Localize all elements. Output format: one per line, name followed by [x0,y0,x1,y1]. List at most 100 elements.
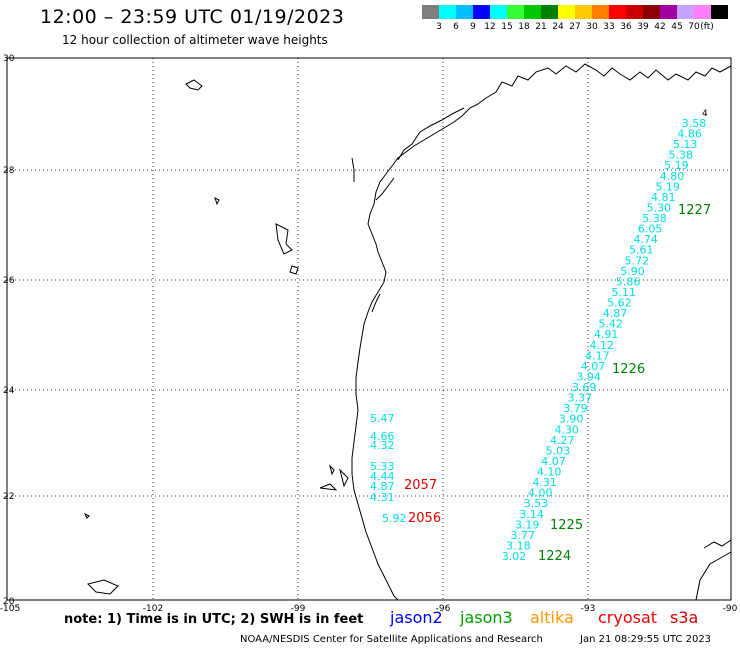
wave-height-reading: 4.74 [633,233,658,246]
lat-tick: 20 [3,597,15,607]
timestamp-text: Jan 21 08:29:55 UTC 2023 [580,634,712,645]
legend-swatch [541,5,558,19]
lat-tick: 26 [3,276,15,286]
wave-height-reading: 4.10 [537,466,562,479]
mission-altika: altika [530,608,574,627]
legend-swatch [558,5,575,19]
wave-height-reading: 5.33 [370,460,395,473]
wave-height-reading: 6.05 [638,223,663,236]
wave-height-reading: 4.27 [550,434,575,447]
wave-height-reading: 5.47 [370,412,395,425]
legend-swatch [422,5,439,19]
wave-height-reading: 5.03 [546,444,571,457]
wave-height-reading: 5.92 [382,512,407,525]
legend-label: 18 [518,22,530,32]
wave-height-reading: 4.31 [532,476,557,489]
legend-label: 24 [552,22,564,32]
wave-height-reading: 3.14 [519,508,544,521]
legend-swatch [490,5,507,19]
legend-swatch [609,5,626,19]
legend-label: 39 [637,22,649,32]
track-label: 1224 [538,549,571,564]
legend-label: 30 [586,22,598,32]
note-text: note: 1) Time is in UTC; 2) SWH is in fe… [64,612,364,627]
track-label: 1227 [678,203,711,218]
track-label: 1225 [550,518,583,533]
wave-height-reading: 4.30 [554,423,579,436]
color-legend [422,5,728,21]
wave-height-reading: 5.19 [655,180,680,193]
legend-swatch [439,5,456,19]
legend-swatch [626,5,643,19]
wave-height-reading: 3.90 [559,413,584,426]
legend-swatch [507,5,524,19]
legend-swatch [456,5,473,19]
grid-lines [7,58,731,600]
jason3-pass-readings: 3.584.865.135.385.194.805.194.815.305.38… [502,117,707,563]
wave-height-reading: 5.61 [629,244,654,257]
coastline [351,63,732,601]
wave-height-reading: 5.13 [673,138,698,151]
wave-height-reading: 3.69 [572,381,597,394]
wave-height-reading: 3.94 [576,371,601,384]
legend-swatch [575,5,592,19]
map-subtitle: 12 hour collection of altimeter wave hei… [62,33,328,47]
wave-height-reading: 3.79 [563,402,588,415]
wave-height-reading: 3.19 [515,518,540,531]
legend-label: 6 [453,22,459,32]
wave-height-reading: 3.37 [568,392,593,405]
legend-swatch [524,5,541,19]
legend-swatch [592,5,609,19]
legend-label: 12 [484,22,496,32]
wave-height-reading: 4.31 [370,491,395,504]
lon-tick: -96 [436,604,451,614]
legend-unit: (ft) [700,22,714,32]
wave-height-reading: 4.44 [370,470,395,483]
wave-height-reading: 5.86 [616,275,641,288]
wave-height-reading: 5.11 [612,286,637,299]
mission-jason2: jason2 [390,608,443,627]
legend-swatch [473,5,490,19]
wave-height-reading: 4.00 [528,487,553,500]
map-frame [6,57,732,601]
lat-tick: 28 [3,166,15,176]
legend-label: 27 [569,22,581,32]
wave-height-reading: 4.17 [585,349,610,362]
lon-tick: -99 [291,604,306,614]
mission-s3a: s3a [670,608,699,627]
legend-swatch [694,5,711,19]
map-title: 12:00 – 23:59 UTC 01/19/2023 [40,6,345,28]
track-labels-green: 1227 1226 1225 1224 [538,203,711,564]
lon-tick: -90 [723,604,738,614]
legend-label: 3 [436,22,442,32]
wave-height-reading: 5.42 [598,318,623,331]
wave-height-reading: 3.18 [506,539,531,552]
wave-height-reading: 4.86 [677,128,702,141]
track-label: 1226 [612,362,645,377]
track-label: 2057 [404,478,437,493]
islands [83,79,349,595]
legend-label: 42 [654,22,666,32]
wave-height-reading: 4.87 [370,480,395,493]
wave-height-reading: 4.12 [590,339,615,352]
legend-swatch [643,5,660,19]
wave-height-reading: 3.02 [502,550,527,563]
mission-jason3: jason3 [460,608,513,627]
legend-swatch [660,5,677,19]
wave-height-reading: 5.90 [620,265,645,278]
wave-height-reading: 4.80 [660,170,685,183]
pass-top-label: 4 [702,109,708,119]
legend-label: 15 [501,22,513,32]
lon-tick: -105 [0,604,20,614]
legend-label: 70 [688,22,700,32]
legend-label: 9 [470,22,476,32]
wave-height-reading: 5.38 [642,212,667,225]
wave-height-reading: 3.58 [682,117,707,130]
legend-label: 21 [535,22,547,32]
mission-cryosat: cryosat [598,608,658,627]
legend-label: 45 [671,22,683,32]
wave-height-reading: 4.66 [370,430,395,443]
wave-height-reading: 5.19 [664,159,689,172]
credit-text: NOAA/NESDIS Center for Satellite Applica… [240,634,543,645]
